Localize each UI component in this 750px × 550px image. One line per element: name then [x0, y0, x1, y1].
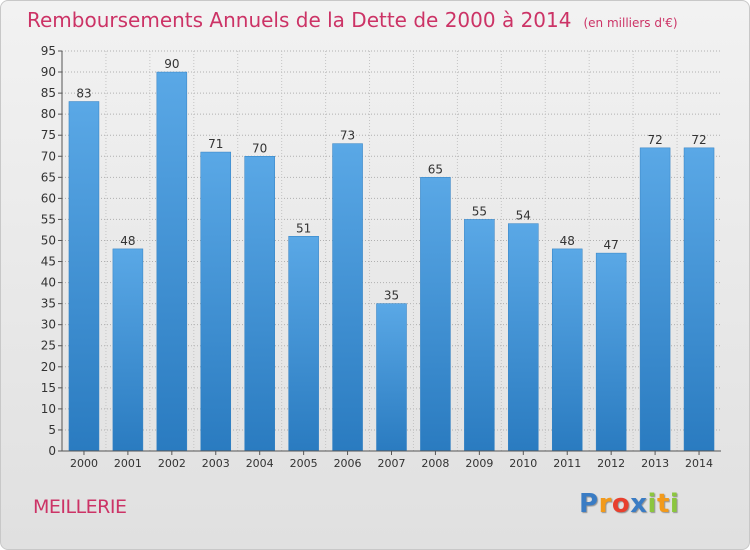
logo-letter: i	[669, 489, 680, 519]
bar-value-label: 48	[560, 234, 575, 248]
x-tick-label: 2002	[158, 457, 186, 470]
y-tick-label: 40	[41, 276, 56, 290]
x-tick-label: 2007	[378, 457, 406, 470]
bar-2012	[595, 252, 627, 452]
y-tick-label: 45	[41, 255, 56, 269]
y-tick-label: 20	[41, 360, 56, 374]
bar-2006	[332, 143, 363, 452]
bar-2013	[639, 147, 671, 452]
y-tick-label: 25	[41, 339, 56, 353]
bar-value-label: 54	[516, 209, 531, 223]
bar-2011	[551, 248, 583, 452]
bar-2007	[376, 303, 407, 452]
bar-2008	[420, 177, 451, 452]
y-tick-label: 55	[41, 212, 56, 226]
logo-letter: x	[630, 489, 648, 519]
bar-2002	[156, 71, 188, 452]
bar-value-label: 72	[647, 133, 662, 147]
y-tick-label: 30	[41, 318, 56, 332]
y-tick-label: 75	[41, 128, 56, 142]
logo-letter: i	[647, 489, 657, 519]
y-tick-label: 70	[41, 149, 56, 163]
bar-value-label: 70	[252, 141, 267, 155]
bar-2010	[508, 223, 539, 452]
x-tick-label: 2014	[685, 457, 713, 470]
y-tick-label: 50	[41, 233, 56, 247]
bar-value-label: 72	[691, 133, 706, 147]
bar-2014	[683, 147, 715, 452]
chart-title: Remboursements Annuels de la Dette de 20…	[27, 8, 678, 32]
axes: 0 5 10 15 20 25 30 35 40 45 50 55 60 65 70 75 80 85 90 95 20…	[41, 44, 721, 470]
bar-value-label: 51	[296, 221, 311, 235]
bar-2001	[112, 248, 144, 452]
bar-value-label: 90	[164, 57, 179, 71]
y-tick-label: 5	[48, 423, 56, 437]
y-tick-label: 85	[41, 86, 56, 100]
bars: 83 48 90 71 70 51 73 35 65 55 54 48 47 72 72	[68, 57, 715, 452]
bar-2000	[68, 101, 100, 452]
y-tick-label: 10	[41, 402, 56, 416]
bar-value-label: 83	[76, 87, 91, 101]
proxiti-logo[interactable]: Proxiti	[579, 489, 679, 519]
commune-name: MEILLERIE	[33, 496, 127, 518]
bar-value-label: 47	[604, 238, 619, 252]
bar-value-label: 35	[384, 289, 399, 303]
y-tick-label: 0	[48, 444, 56, 458]
x-tick-label: 2008	[421, 457, 449, 470]
x-tick-label: 2004	[246, 457, 274, 470]
bar-value-label: 55	[472, 204, 487, 218]
bar-value-label: 48	[120, 234, 135, 248]
bar-value-label: 71	[208, 137, 223, 151]
x-tick-label: 2005	[290, 457, 318, 470]
y-tick-label: 35	[41, 297, 56, 311]
bar-2004	[244, 156, 275, 452]
y-tick-label: 80	[41, 107, 56, 121]
logo-letter: t	[656, 489, 670, 519]
y-tick-label: 65	[41, 170, 56, 184]
x-tick-label: 2006	[334, 457, 362, 470]
x-tick-label: 2001	[114, 457, 142, 470]
y-tick-label: 15	[41, 381, 56, 395]
y-tick-label: 90	[41, 65, 56, 79]
y-tick-label: 95	[41, 44, 56, 58]
logo-letter: P	[579, 489, 599, 519]
x-tick-label: 2009	[465, 457, 493, 470]
bar-2009	[464, 219, 495, 452]
x-tick-label: 2003	[202, 457, 230, 470]
logo-letter: o	[611, 489, 631, 519]
x-tick-label: 2013	[641, 457, 669, 470]
chart-title-text: Remboursements Annuels de la Dette de 20…	[27, 8, 572, 32]
x-tick-label: 2010	[509, 457, 537, 470]
bar-2003	[200, 151, 232, 452]
bar-value-label: 73	[340, 129, 355, 143]
logo-letter: r	[598, 489, 612, 519]
x-tick-label: 2000	[70, 457, 98, 470]
bar-value-label: 65	[428, 162, 443, 176]
x-tick-label: 2011	[553, 457, 581, 470]
x-tick-label: 2012	[597, 457, 625, 470]
bar-2005	[288, 236, 319, 452]
chart-subtitle: (en milliers d'€)	[583, 16, 678, 30]
y-tick-label: 60	[41, 191, 56, 205]
